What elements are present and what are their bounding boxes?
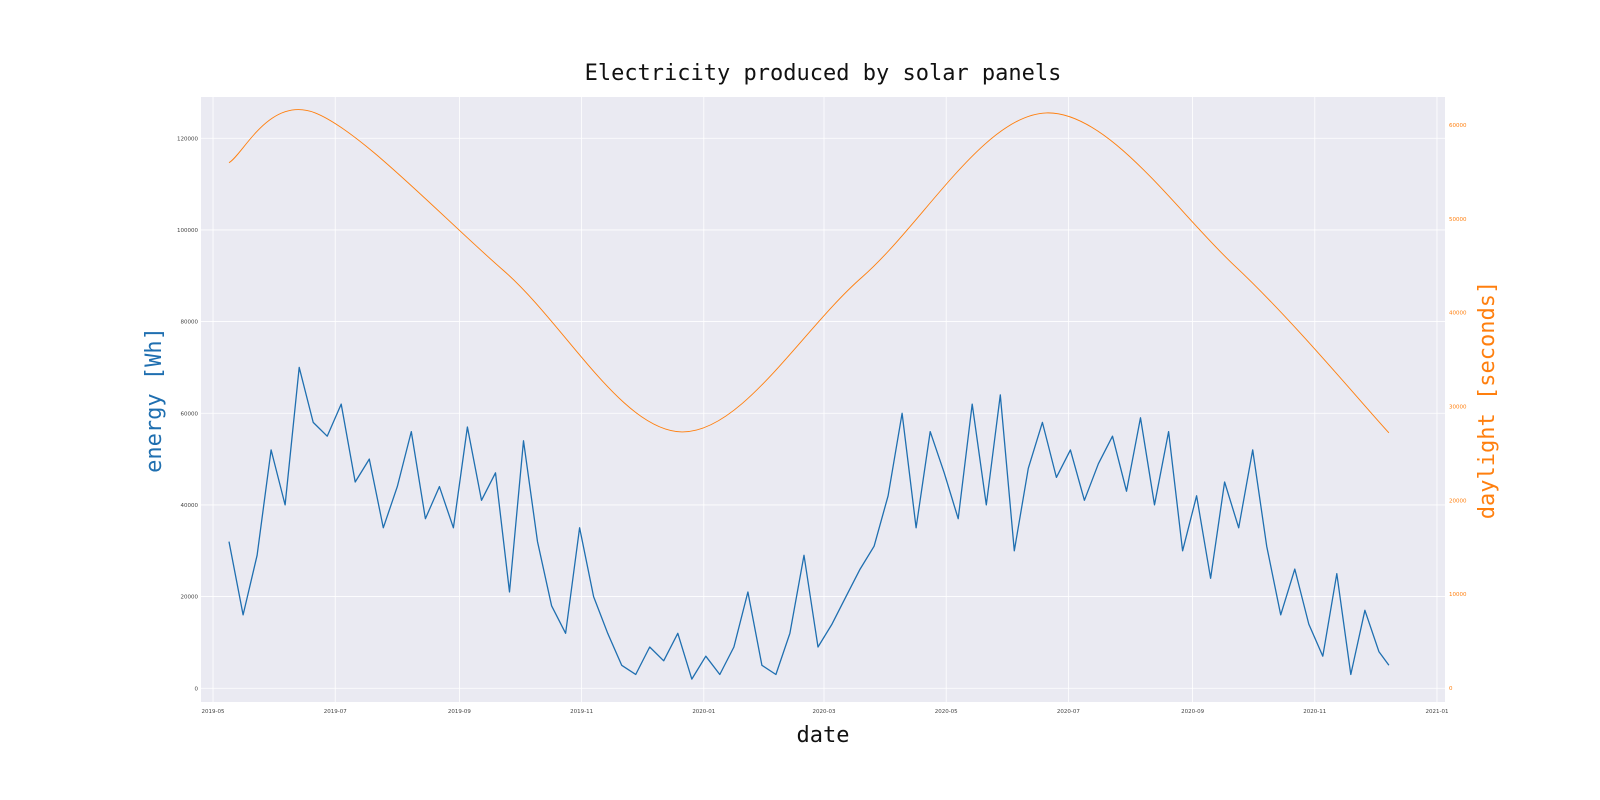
energy-series-line — [228, 366, 1390, 680]
x-tick-label: 2021-01 — [1425, 709, 1448, 715]
x-tick-label: 2019-09 — [448, 709, 471, 715]
grid — [201, 97, 1445, 702]
y-tick-label-left: 20000 — [181, 595, 199, 601]
chart-title: Electricity produced by solar panels — [585, 61, 1062, 86]
y-tick-label-left: 40000 — [181, 503, 199, 509]
x-tick-label: 2020-11 — [1303, 709, 1326, 715]
y-tick-label-right: 0 — [1449, 686, 1453, 692]
y-tick-label-left: 80000 — [181, 320, 199, 326]
daylight-series-line — [228, 109, 1390, 434]
y-axis-label-left: energy [Wh] — [142, 327, 167, 473]
y-tick-label-right: 20000 — [1449, 498, 1467, 504]
x-axis-label: date — [797, 723, 850, 748]
x-tick-label: 2020-05 — [935, 709, 958, 715]
x-tick-label: 2020-07 — [1057, 709, 1080, 715]
y-tick-label-right: 40000 — [1449, 311, 1467, 317]
y-axis-label-right: daylight [seconds] — [1475, 281, 1500, 519]
y-tick-label-right: 60000 — [1449, 123, 1467, 129]
y-tick-label-right: 10000 — [1449, 592, 1467, 598]
x-tick-label: 2019-05 — [202, 709, 225, 715]
x-tick-label: 2019-07 — [324, 709, 347, 715]
y-tick-label-left: 100000 — [177, 228, 198, 234]
x-tick-label: 2019-11 — [570, 709, 593, 715]
y-tick-label-left: 60000 — [181, 411, 199, 417]
series-lines — [228, 109, 1390, 680]
y-tick-label-left: 120000 — [177, 136, 198, 142]
x-tick-label: 2020-01 — [692, 709, 715, 715]
plot-area — [201, 97, 1445, 702]
axis-ticks: 2019-05 2019-07 2019-09 2019-11 2020-01 2020-… — [177, 123, 1467, 715]
y-tick-label-left: 0 — [195, 686, 199, 692]
y-tick-label-right: 50000 — [1449, 217, 1467, 223]
y-tick-label-right: 30000 — [1449, 405, 1467, 411]
x-tick-label: 2020-09 — [1181, 709, 1204, 715]
x-tick-label: 2020-03 — [813, 709, 836, 715]
